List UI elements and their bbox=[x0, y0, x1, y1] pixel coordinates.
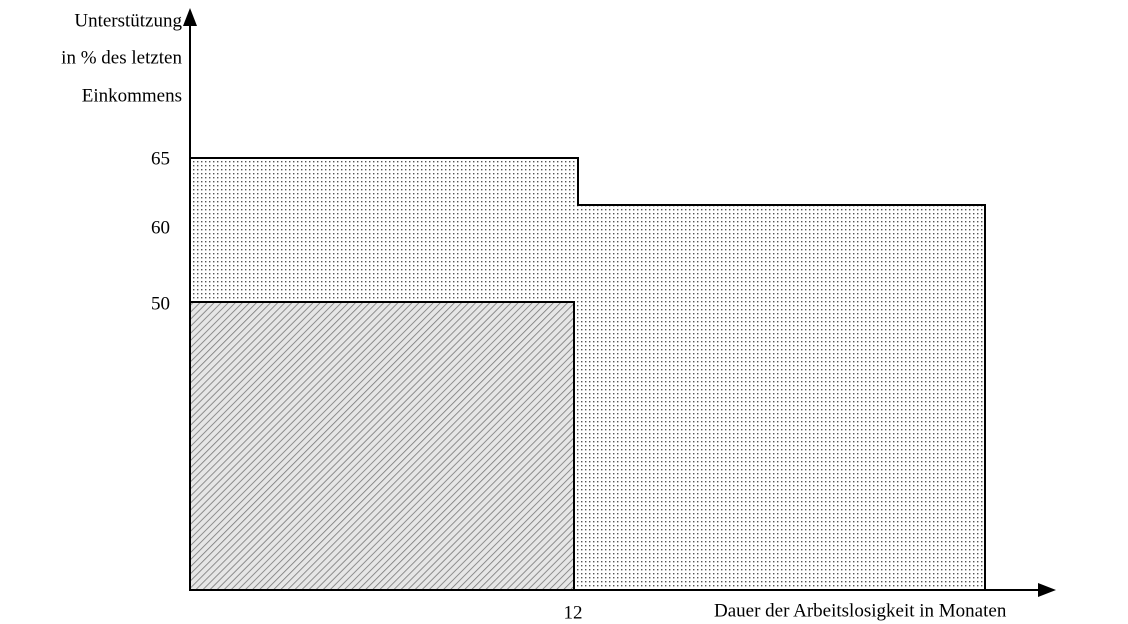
y-axis-label: Einkommens bbox=[82, 85, 182, 106]
y-tick-label: 50 bbox=[151, 293, 170, 314]
hatched-area bbox=[189, 301, 575, 591]
y-axis-label: in % des letzten bbox=[61, 47, 182, 68]
y-axis-label: Unterstützung bbox=[74, 10, 182, 31]
y-arrow bbox=[183, 8, 197, 26]
x-tick-label: 12 bbox=[564, 602, 583, 623]
x-axis-label: Dauer der Arbeitslosigkeit in Monaten bbox=[714, 600, 1007, 621]
x-arrow bbox=[1038, 583, 1056, 597]
y-tick-label: 60 bbox=[151, 217, 170, 238]
y-tick-label: 65 bbox=[151, 148, 170, 169]
